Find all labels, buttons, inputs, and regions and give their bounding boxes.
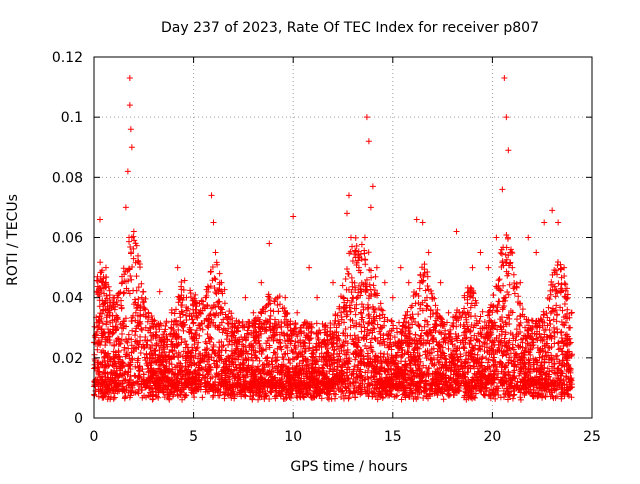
chart-background — [0, 0, 640, 480]
